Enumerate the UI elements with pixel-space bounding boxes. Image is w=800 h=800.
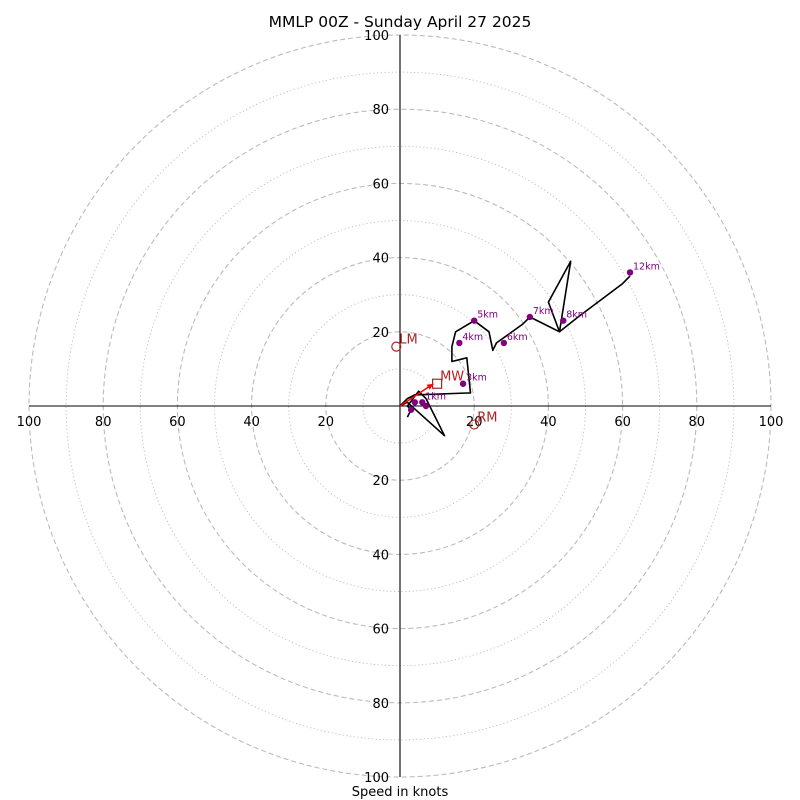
height-marker-label: 8km <box>566 310 587 321</box>
tick-label-bottom: 60 <box>372 623 389 638</box>
tick-label-left: 20 <box>318 415 335 430</box>
shear-arrow <box>399 383 434 407</box>
height-marker <box>422 402 430 410</box>
height-marker-label: 4km <box>462 332 483 343</box>
chart-title: MMLP 00Z - Sunday April 27 2025 <box>269 13 532 31</box>
tick-label-bottom: 100 <box>364 771 389 786</box>
hodograph-trace <box>399 260 631 437</box>
height-marker-label: 7km <box>533 306 554 317</box>
height-marker-label: 12km <box>633 261 660 272</box>
storm-motion-label: RM <box>477 411 497 426</box>
storm-motion-label: LM <box>399 333 417 348</box>
tick-label-top: 80 <box>372 103 389 118</box>
tick-label-left: 80 <box>95 415 112 430</box>
tick-label-top: 40 <box>372 252 389 267</box>
height-marker-label: 6km <box>507 332 528 343</box>
tick-label-right: 80 <box>689 415 706 430</box>
tick-label-top: 20 <box>372 326 389 341</box>
wind-trace-line <box>399 260 631 437</box>
tick-label-left: 40 <box>243 415 260 430</box>
height-marker <box>407 406 415 413</box>
height-marker-label: 1km <box>425 391 446 402</box>
tick-label-top: 60 <box>372 177 389 192</box>
height-marker <box>459 380 467 387</box>
tick-label-right: 60 <box>614 415 631 430</box>
mean-wind-marker <box>432 378 443 389</box>
storm-motion-label: MW <box>440 370 464 385</box>
tick-labels: 2020202040404040606060608080808010010010… <box>17 29 784 786</box>
tick-label-right: 100 <box>759 415 784 430</box>
height-marker <box>560 317 567 324</box>
height-marker-label: 5km <box>477 310 498 321</box>
storm-motion-marker <box>391 341 402 352</box>
tick-label-bottom: 20 <box>372 474 389 489</box>
height-markers: 1km 3km 4km 5km 6km 7km 8km 12km <box>407 261 660 413</box>
tick-label-left: 100 <box>17 415 42 430</box>
tick-label-right: 40 <box>540 415 557 430</box>
tick-label-bottom: 40 <box>372 548 389 563</box>
height-marker-label: 3km <box>466 373 487 384</box>
tick-label-left: 60 <box>169 415 186 430</box>
x-axis-label: Speed in knots <box>352 785 449 800</box>
tick-label-top: 100 <box>364 29 389 44</box>
height-marker <box>500 339 508 347</box>
height-marker <box>411 399 419 406</box>
height-marker <box>526 313 534 321</box>
height-marker <box>626 269 634 276</box>
height-marker <box>456 339 463 347</box>
tick-label-bottom: 80 <box>372 697 389 712</box>
height-marker <box>471 317 478 324</box>
shear-arrow-head <box>426 383 434 390</box>
storm-motion-marker <box>469 419 480 430</box>
storm-motion-markers: LM RM MW <box>391 333 497 430</box>
